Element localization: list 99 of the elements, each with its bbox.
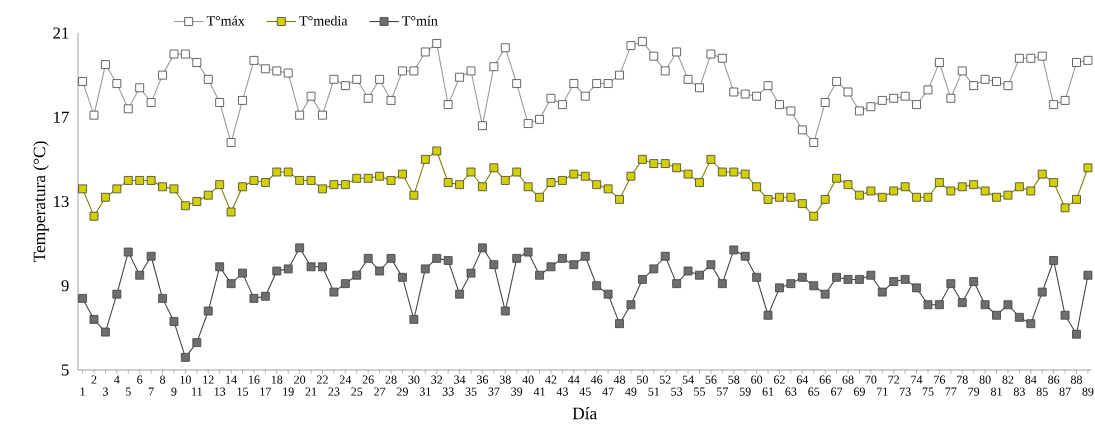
x-tick-label: 63	[785, 387, 797, 396]
legend-label: T°mín	[402, 15, 438, 26]
x-tick-label: 14	[226, 375, 237, 384]
x-tick-label: 50	[637, 375, 648, 384]
x-tick-label: 30	[408, 375, 420, 384]
x-tick-label: 57	[717, 387, 728, 396]
x-tick-label: 46	[590, 375, 603, 384]
x-tick-label: 49	[625, 387, 637, 396]
x-tick-label: 78	[957, 375, 968, 384]
y-tick-label: 21	[53, 27, 69, 39]
x-tick-label: 64	[796, 375, 809, 384]
legend-label: T°media	[299, 15, 348, 26]
x-tick-label: 84	[1025, 375, 1037, 384]
x-tick-label: 6	[137, 375, 143, 384]
x-tick-label: 5	[125, 387, 131, 396]
x-tick-label: 43	[556, 387, 568, 396]
x-tick-label: 47	[602, 387, 614, 396]
x-tick-label: 88	[1070, 375, 1083, 384]
x-tick-label: 12	[203, 375, 214, 384]
x-tick-label: 17	[260, 387, 272, 396]
x-tick-label: 23	[328, 387, 340, 396]
x-tick-label: 86	[1048, 375, 1060, 384]
legend-label: T°máx	[206, 15, 245, 26]
x-tick-label: 73	[899, 387, 911, 396]
x-tick-label: 67	[831, 387, 843, 396]
x-tick-label: 82	[1002, 375, 1014, 384]
y-tick-label: 17	[54, 111, 69, 123]
x-tick-label: 41	[533, 387, 545, 396]
x-tick-label: 75	[922, 387, 934, 396]
x-tick-label: 85	[1036, 387, 1048, 396]
x-tick-label: 58	[728, 375, 740, 384]
x-tick-label: 34	[454, 375, 466, 384]
x-tick-label: 37	[488, 387, 500, 396]
x-tick-label: 54	[682, 375, 694, 384]
x-tick-label: 22	[317, 375, 328, 384]
x-tick-label: 29	[396, 387, 408, 396]
y-tick-label: 5	[61, 364, 69, 376]
x-tick-label: 62	[773, 375, 785, 384]
x-tick-label: 79	[968, 387, 980, 396]
x-tick-label: 28	[385, 375, 397, 384]
x-tick-label: 59	[739, 387, 751, 396]
x-tick-label: 4	[114, 375, 120, 384]
y-tick-label: 9	[61, 280, 69, 292]
x-tick-label: 60	[751, 375, 763, 384]
x-tick-label: 52	[659, 375, 671, 384]
x-tick-label: 32	[431, 375, 443, 384]
x-tick-label: 27	[374, 387, 386, 396]
x-tick-label: 72	[888, 375, 900, 384]
x-tick-label: 66	[819, 375, 831, 384]
x-tick-label: 38	[499, 375, 511, 384]
x-tick-label: 45	[579, 387, 591, 396]
x-tick-label: 31	[419, 387, 431, 396]
x-tick-label: 81	[990, 387, 1002, 396]
x-tick-label: 18	[271, 375, 283, 384]
x-tick-label: 55	[694, 387, 706, 396]
x-tick-label: 11	[192, 387, 202, 396]
x-tick-label: 56	[705, 375, 717, 384]
x-axis-title: Día	[572, 407, 597, 420]
x-tick-label: 69	[853, 387, 865, 396]
x-tick-label: 10	[180, 375, 191, 384]
x-tick-label: 71	[877, 387, 888, 396]
x-tick-label: 24	[339, 375, 352, 384]
x-tick-label: 74	[911, 375, 923, 384]
x-tick-label: 76	[934, 375, 946, 384]
x-tick-label: 68	[842, 375, 854, 384]
x-tick-label: 89	[1082, 387, 1094, 396]
x-tick-label: 48	[613, 375, 626, 384]
x-tick-label: 25	[351, 387, 363, 396]
x-tick-label: 35	[465, 387, 477, 396]
x-tick-label: 3	[102, 387, 108, 396]
x-tick-label: 61	[762, 387, 774, 396]
x-tick-label: 87	[1059, 387, 1071, 396]
x-tick-label: 44	[568, 375, 580, 384]
x-tick-label: 51	[648, 387, 660, 396]
x-tick-label: 19	[283, 387, 294, 396]
x-tick-label: 33	[442, 387, 454, 396]
x-tick-label: 7	[148, 387, 154, 396]
x-tick-label: 26	[362, 375, 374, 384]
x-tick-label: 36	[476, 375, 489, 384]
x-tick-label: 83	[1013, 387, 1025, 396]
x-tick-label: 15	[237, 387, 249, 396]
x-tick-label: 40	[522, 375, 534, 384]
y-axis-title: Temperatura (°C)	[33, 141, 49, 263]
x-tick-label: 39	[511, 387, 523, 396]
x-tick-label: 80	[979, 375, 991, 384]
x-tick-label: 77	[945, 387, 957, 396]
x-tick-label: 42	[545, 375, 557, 384]
x-tick-label: 13	[214, 387, 226, 396]
x-tick-label: 70	[865, 375, 877, 384]
x-tick-label: 65	[808, 387, 820, 396]
x-tick-label: 53	[671, 387, 683, 396]
x-tick-label: 16	[248, 375, 260, 384]
x-tick-label: 20	[294, 375, 306, 384]
x-tick-label: 9	[171, 387, 177, 396]
x-tick-label: 2	[91, 375, 97, 384]
y-tick-label: 13	[54, 195, 69, 208]
x-tick-label: 8	[160, 375, 166, 384]
x-tick-label: 1	[80, 387, 85, 396]
x-tick-label: 21	[305, 387, 317, 396]
